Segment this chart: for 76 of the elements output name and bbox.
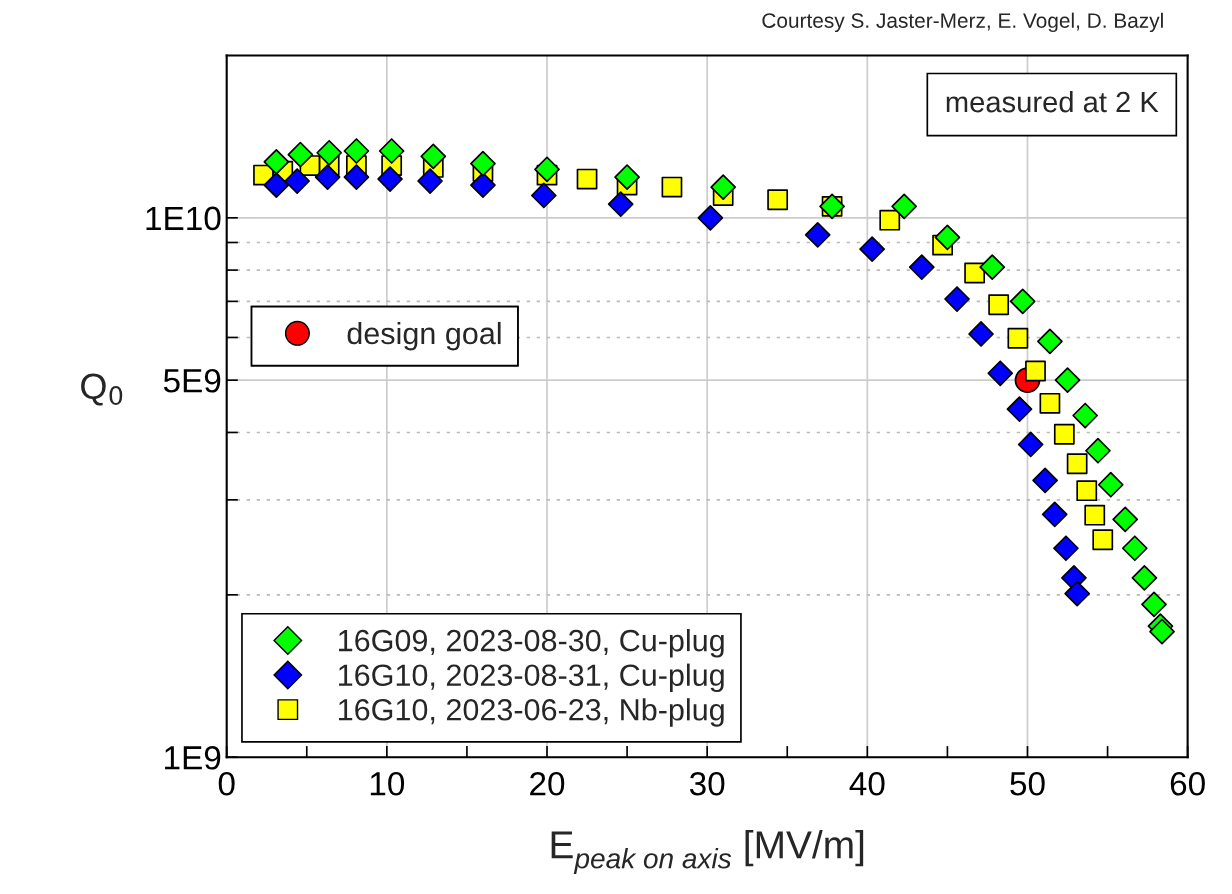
point <box>697 204 724 231</box>
point <box>1131 565 1158 591</box>
point <box>576 168 598 190</box>
point <box>710 174 737 200</box>
y-tick-label: 1E10 <box>146 206 221 231</box>
point <box>1006 396 1033 422</box>
point <box>614 164 640 190</box>
point <box>968 321 994 347</box>
y-tick-label: 5E9 <box>163 368 221 393</box>
point <box>1039 392 1061 414</box>
point <box>343 164 370 190</box>
point <box>988 294 1010 316</box>
point <box>1112 506 1139 533</box>
point <box>1017 431 1044 458</box>
x-tick-label: 0 <box>218 771 235 796</box>
point <box>1149 618 1175 645</box>
point <box>767 189 789 211</box>
point <box>964 262 986 284</box>
point <box>1041 501 1068 528</box>
legend-label: design goal <box>347 321 501 351</box>
point <box>987 360 1014 387</box>
point <box>534 156 560 183</box>
point <box>1037 328 1063 355</box>
point <box>1007 327 1029 349</box>
x-tick-label: 20 <box>530 771 565 796</box>
point <box>1121 535 1148 562</box>
point <box>470 172 496 198</box>
point <box>934 224 961 251</box>
point <box>879 209 901 231</box>
y-axis-title: Q$_{0}$ <box>81 373 123 406</box>
point <box>1097 471 1124 498</box>
point <box>607 191 634 218</box>
x-tick-label: 40 <box>849 771 885 796</box>
point <box>1092 529 1114 551</box>
point <box>1064 580 1091 607</box>
point <box>1053 535 1079 562</box>
point <box>420 143 447 170</box>
x-tick-label: 60 <box>1170 771 1205 796</box>
annotation: measured at 2 K <box>946 90 1159 113</box>
point <box>804 221 831 248</box>
point <box>377 166 403 192</box>
point <box>1141 591 1167 618</box>
point <box>417 168 443 194</box>
point <box>314 164 341 190</box>
point <box>1085 437 1111 464</box>
point <box>343 138 370 164</box>
point <box>1032 467 1058 494</box>
point <box>908 254 935 281</box>
y-tick-label: 1E9 <box>165 746 221 770</box>
point <box>287 141 314 168</box>
point <box>263 172 290 198</box>
legend-label: 16G10, 2023-08-31, Cu-plug <box>339 663 724 693</box>
point <box>1072 402 1099 429</box>
point <box>859 236 885 262</box>
point <box>1066 453 1088 475</box>
point <box>316 139 343 166</box>
point <box>1009 288 1036 315</box>
point <box>891 193 918 220</box>
legend-label: 16G10, 2023-06-23, Nb-plug <box>339 698 724 727</box>
point <box>944 286 970 312</box>
point <box>661 176 683 198</box>
legend-label: 16G09, 2023-08-30, Cu-plug <box>339 628 724 658</box>
point <box>530 182 557 209</box>
x-tick-label: 30 <box>689 771 725 796</box>
point <box>1054 367 1081 394</box>
point <box>979 254 1006 281</box>
point <box>284 168 311 194</box>
point <box>470 150 496 177</box>
point <box>1084 504 1106 526</box>
text: Courtesy S. Jaster-Merz, E. Vogel, D. Bazyl <box>762 12 1163 33</box>
point <box>1053 423 1075 445</box>
x-tick-label: 50 <box>1010 771 1045 796</box>
x-tick-label: 10 <box>370 771 405 796</box>
point <box>1076 480 1098 502</box>
point <box>378 138 405 164</box>
point <box>263 148 290 175</box>
